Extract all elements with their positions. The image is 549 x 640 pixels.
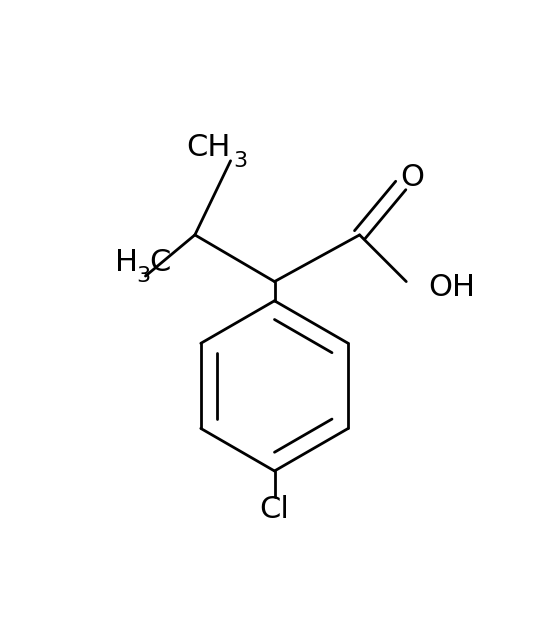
- Text: O: O: [400, 163, 424, 192]
- Text: C: C: [149, 248, 171, 277]
- Text: H: H: [115, 248, 138, 277]
- Text: CH: CH: [186, 132, 231, 161]
- Text: 3: 3: [233, 151, 248, 171]
- Text: 3: 3: [136, 266, 150, 286]
- Text: Cl: Cl: [260, 495, 289, 524]
- Text: OH: OH: [428, 273, 475, 301]
